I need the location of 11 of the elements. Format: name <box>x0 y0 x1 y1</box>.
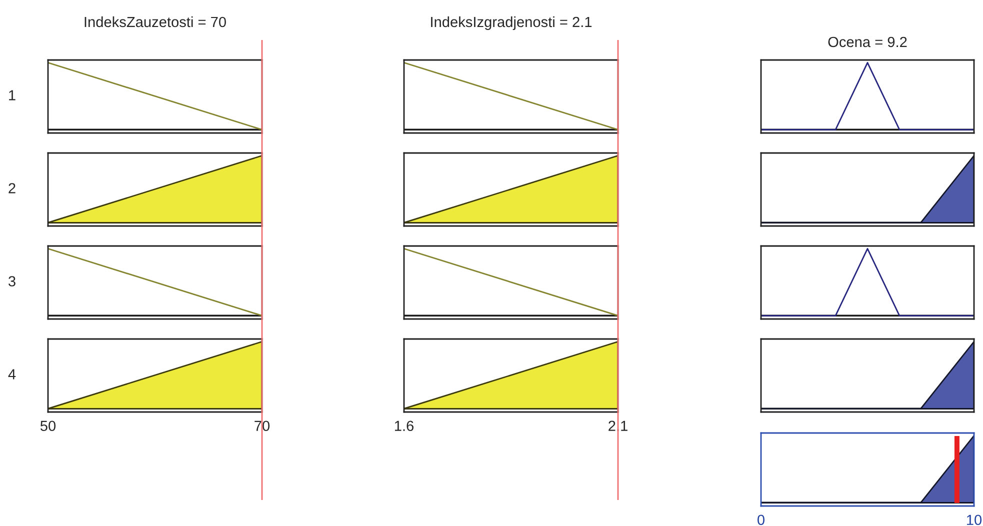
y-axis-title: 4 <box>8 369 16 380</box>
x-tick-label: 50 <box>40 420 56 432</box>
chart-title: Ocena = 9.2 <box>828 36 907 48</box>
x-tick-label: 0 <box>758 514 764 526</box>
chart-title: IndeksZauzetosti = 70 <box>84 16 226 28</box>
y-axis-title: 3 <box>8 276 16 286</box>
x-tick-label: 10 <box>967 514 982 526</box>
y-axis-title: 2 <box>8 183 16 194</box>
chart-title: IndeksIzgradjenosti = 2.1 <box>431 16 592 30</box>
x-tick-label: 1.6 <box>394 420 414 432</box>
y-axis-title: 1 <box>9 90 16 100</box>
